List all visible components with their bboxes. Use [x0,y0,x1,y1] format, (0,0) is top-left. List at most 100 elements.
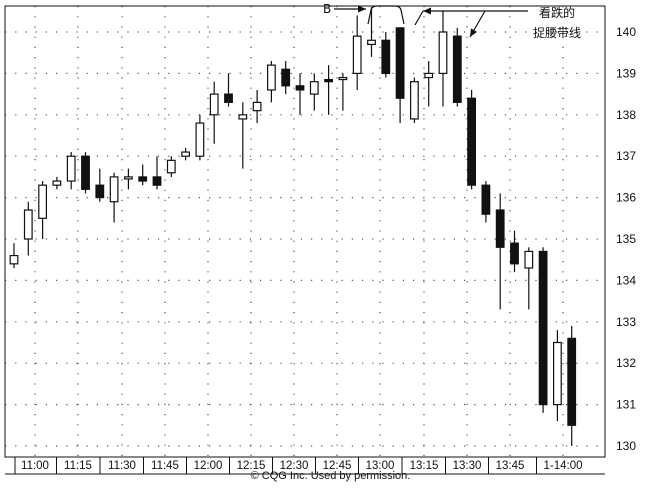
candle [195,114,205,161]
candle [52,176,62,190]
candle-body-bearish [95,184,105,199]
candle [123,168,133,190]
candle-body-bullish [181,151,191,157]
candle-body-bearish [538,250,548,406]
candle-body-bullish [166,159,176,174]
candle [281,60,291,95]
y-tick-label: 134 [616,273,636,287]
b-arrow-head [358,5,366,13]
candle [452,27,462,107]
candle [309,73,319,111]
x-tick-label: 13:45 [496,460,525,472]
candle-body-bullish [252,101,262,112]
candle [166,156,176,177]
candle [152,156,162,190]
candle [38,181,47,239]
b-bracket [367,5,405,25]
candle [109,172,119,223]
x-tick-label: 12:45 [323,460,352,472]
candle-body-bullish [352,35,362,74]
candle [295,73,305,115]
candle [9,243,19,268]
y-tick-label: 132 [616,356,636,370]
plot-frame [4,5,606,458]
candle [138,164,148,186]
x-tick-label: 11:00 [21,460,49,472]
candle [224,73,233,107]
x-tick-label: 13:30 [453,460,482,472]
candle [467,89,476,190]
callout-line1: 看跌的 [539,5,575,20]
candle-body-bullish [424,72,434,79]
candle [538,247,548,413]
x-tick-label: 11:30 [108,460,136,472]
candle-body-bearish [467,97,476,186]
x-tick-label: 12:00 [194,460,223,472]
candle-body-bullish [267,64,276,91]
candle-body-bullish [438,31,448,75]
x-tick-label: 12:15 [237,460,266,472]
candle-body-bullish [23,209,33,240]
candle-body-bullish [209,93,219,116]
candle-body-bullish [52,180,62,186]
candle-body-bearish [138,176,148,182]
x-tick-label: 13:15 [410,460,439,472]
candle-body-bullish [38,184,47,219]
candle [81,152,90,194]
candle-body-bearish [81,155,90,190]
candle-body-bearish [381,39,391,74]
candle-body-bearish [152,176,162,186]
candle-body-bearish [495,209,505,248]
candle-body-bearish [452,35,462,103]
copyright-caption: © CQG Inc. Used by permission. [250,470,411,482]
candle [552,330,562,422]
candle [481,181,491,223]
candle-body-bullish [524,250,534,269]
candle-body-bullish [552,341,562,406]
candle [324,65,333,115]
y-tick-label: 140 [616,25,636,39]
candle-body-bullish [309,81,319,95]
callout-arrow-1-tail [414,10,424,26]
candle-body-bullish [109,176,119,203]
callout-arrow-1-head [423,7,431,15]
y-tick-label: 136 [616,191,636,205]
candle [252,89,262,124]
candle [495,193,505,310]
candle [381,32,391,78]
y-tick-label: 131 [616,398,636,412]
candles [9,7,577,446]
callout-line2: 捉腰带线 [533,25,581,40]
y-tick-label: 138 [616,108,636,122]
b-label: B [323,2,331,16]
candle [410,77,419,124]
candle [338,73,348,111]
candle-body-bearish [510,242,519,265]
x-tick-label: 1-14:00 [543,460,582,472]
candle-body-bearish [324,79,333,83]
y-tick-label: 130 [616,439,636,453]
grid-dots [5,6,605,457]
candle-body-bullish [9,254,19,265]
candle-body-bullish [66,155,76,182]
candle-body-bearish [295,85,305,91]
x-tick-label: 11:45 [151,460,179,472]
candle-body-bearish [481,184,491,215]
candle-body-bullish [410,81,419,120]
candle [367,7,376,57]
candle-body-bearish [281,68,291,87]
callout-arrow-2-head [470,28,478,37]
candle-body-bullish [195,122,205,157]
candle [438,11,448,107]
candle [567,325,577,446]
y-axis: 130 131 132 133 134 135 136 137 138 139 140 [616,25,636,453]
candle-body-bullish [238,114,248,120]
candle [267,60,276,103]
candle-body-bullish [338,76,348,81]
candle-body-bearish [224,93,233,103]
candle [424,60,434,107]
annotations: B 看跌的 捉腰带线 [323,2,581,40]
y-tick-label: 137 [616,149,636,163]
y-tick-label: 135 [616,232,636,246]
